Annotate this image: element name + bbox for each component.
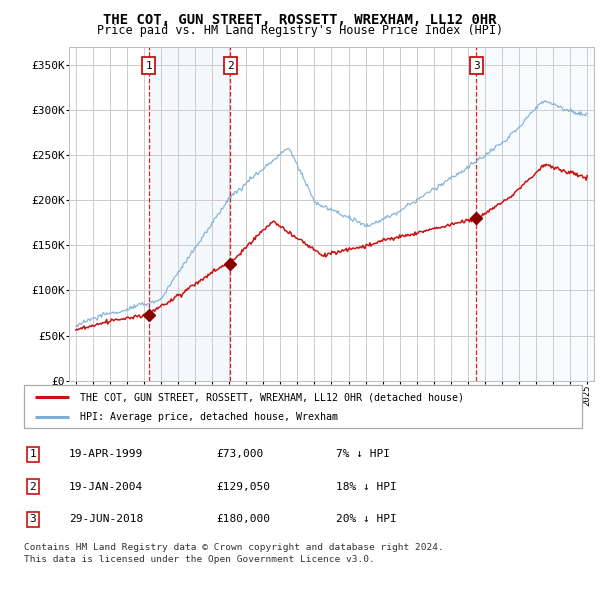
Text: This data is licensed under the Open Government Licence v3.0.: This data is licensed under the Open Gov… xyxy=(24,555,375,563)
Text: 18% ↓ HPI: 18% ↓ HPI xyxy=(336,482,397,491)
Text: 19-APR-1999: 19-APR-1999 xyxy=(69,450,143,459)
Text: 2: 2 xyxy=(227,61,233,71)
Text: 7% ↓ HPI: 7% ↓ HPI xyxy=(336,450,390,459)
Text: Contains HM Land Registry data © Crown copyright and database right 2024.: Contains HM Land Registry data © Crown c… xyxy=(24,543,444,552)
Text: 29-JUN-2018: 29-JUN-2018 xyxy=(69,514,143,524)
Text: 19-JAN-2004: 19-JAN-2004 xyxy=(69,482,143,491)
Text: £73,000: £73,000 xyxy=(216,450,263,459)
Text: £180,000: £180,000 xyxy=(216,514,270,524)
Text: 2: 2 xyxy=(29,482,37,491)
Text: 20% ↓ HPI: 20% ↓ HPI xyxy=(336,514,397,524)
Text: £129,050: £129,050 xyxy=(216,482,270,491)
Text: 1: 1 xyxy=(146,61,152,71)
Text: Price paid vs. HM Land Registry's House Price Index (HPI): Price paid vs. HM Land Registry's House … xyxy=(97,24,503,37)
Text: 1: 1 xyxy=(29,450,37,459)
Text: THE COT, GUN STREET, ROSSETT, WREXHAM, LL12 0HR: THE COT, GUN STREET, ROSSETT, WREXHAM, L… xyxy=(103,13,497,27)
Bar xyxy=(476,47,594,381)
FancyBboxPatch shape xyxy=(24,385,582,428)
Bar xyxy=(149,47,230,381)
Text: 3: 3 xyxy=(473,61,479,71)
Text: THE COT, GUN STREET, ROSSETT, WREXHAM, LL12 0HR (detached house): THE COT, GUN STREET, ROSSETT, WREXHAM, L… xyxy=(80,392,464,402)
Text: 3: 3 xyxy=(29,514,37,524)
Text: HPI: Average price, detached house, Wrexham: HPI: Average price, detached house, Wrex… xyxy=(80,412,338,422)
